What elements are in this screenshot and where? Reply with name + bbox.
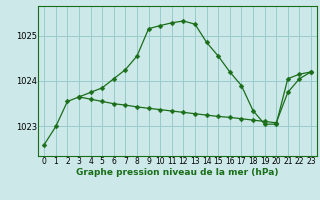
X-axis label: Graphe pression niveau de la mer (hPa): Graphe pression niveau de la mer (hPa) — [76, 168, 279, 177]
